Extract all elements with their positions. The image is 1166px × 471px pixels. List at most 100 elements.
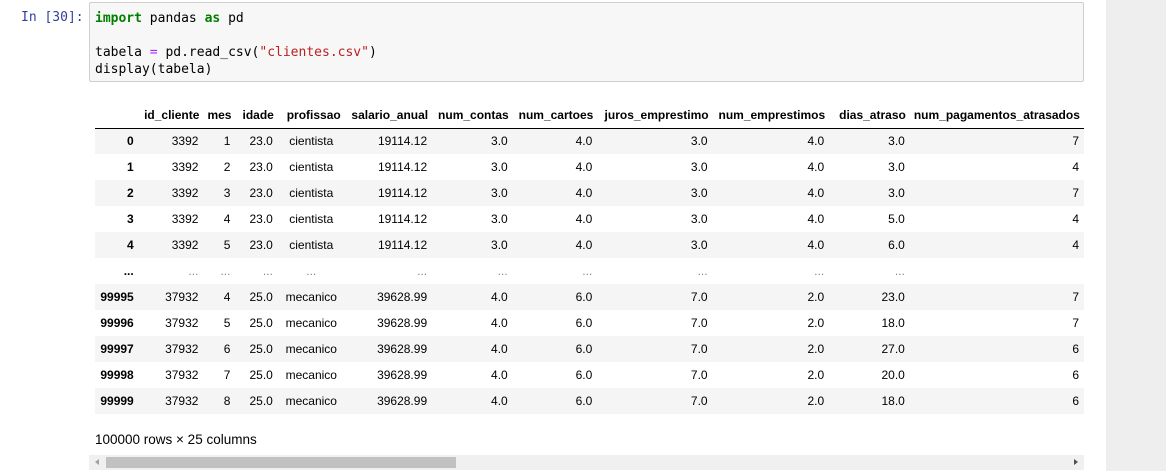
table-cell: 39628.99: [377, 394, 428, 408]
ellipsis-row: .................................: [95, 258, 1084, 284]
close-paren: ): [368, 45, 377, 60]
column-header: mes: [203, 102, 236, 129]
table-cell: 20.0: [881, 368, 905, 382]
table-cell: 3.0: [491, 238, 508, 252]
table-cell: 2.0: [807, 368, 825, 382]
table-cell: ...: [417, 264, 428, 278]
table-cell: mecanico: [285, 316, 337, 330]
table-cell: 4.0: [575, 212, 593, 226]
keyword-import: import: [95, 11, 142, 26]
table-cell: 3392: [171, 212, 199, 226]
table-cell: 4.0: [491, 368, 508, 382]
table-cell: 37932: [165, 290, 199, 304]
row-index: 99997: [100, 342, 134, 356]
table-cell: 18.0: [881, 394, 905, 408]
table-cell: ...: [894, 264, 905, 278]
table-cell: 3.0: [888, 134, 905, 149]
table-cell: 6.0: [575, 394, 593, 408]
function-call: pd.read_csv(: [157, 45, 260, 60]
row-index: 99999: [100, 394, 134, 408]
table-cell: 4.0: [575, 238, 593, 252]
table-body: 0 3392 1 23.0 cientista 19114.12 3.0 4.0 3.0 4.0 3…: [95, 128, 1084, 414]
table-cell: 39628.99: [377, 290, 428, 304]
table-cell: 3.0: [690, 212, 708, 226]
row-index: 99996: [100, 316, 134, 330]
table-cell: 4: [1072, 160, 1079, 174]
table-row: 99997 37932 6 25.0 mecanico 39628.99 4.0 6.0 7.0…: [95, 336, 1084, 362]
input-prompt: In [30]:: [21, 10, 84, 25]
table-cell: mecanico: [285, 342, 337, 356]
table-cell: 19114.12: [377, 186, 428, 200]
variable-name: tabela: [95, 45, 150, 60]
table-cell: 25.0: [249, 394, 273, 408]
table-cell: 3392: [171, 238, 199, 252]
code-cell-editor[interactable]: import pandas as pd tabela = pd.read_csv…: [89, 2, 1084, 82]
scroll-right-arrow-icon[interactable]: [1074, 459, 1078, 465]
table-cell: 25.0: [249, 290, 273, 304]
table-cell: 3.0: [888, 160, 905, 174]
table-cell: ...: [262, 264, 273, 278]
table-cell: 7: [1072, 290, 1079, 304]
table-cell: 7.0: [690, 290, 708, 304]
row-index: 0: [127, 134, 134, 149]
dataframe-table: id_cliente mes idade profissao salario_a…: [95, 102, 1084, 414]
table-cell: 23.0: [881, 290, 905, 304]
table-cell: 25.0: [249, 368, 273, 382]
column-header: num_pagamentos_atrasados: [909, 102, 1084, 129]
code-line-1: import pandas as pd: [95, 11, 244, 28]
table-cell: 37932: [165, 394, 199, 408]
table-cell: mecanico: [285, 290, 337, 304]
table-cell: 18.0: [881, 316, 905, 330]
string-literal: "clientes.csv": [259, 45, 369, 60]
code-line-3: tabela = pd.read_csv("clientes.csv"): [95, 45, 377, 62]
table-row: 99996 37932 5 25.0 mecanico 39628.99 4.0 6.0 7.0…: [95, 310, 1084, 336]
dataframe-shape-text: 100000 rows × 25 columns: [95, 432, 257, 447]
table-cell: 8: [223, 394, 231, 408]
table-cell: 4.0: [807, 186, 825, 200]
table-cell: 6: [223, 342, 231, 356]
scrollbar-thumb[interactable]: [106, 457, 456, 468]
table-cell: ...: [582, 264, 593, 278]
table-cell: 7.0: [690, 316, 708, 330]
table-cell: 6.0: [575, 290, 593, 304]
table-cell: 5: [223, 316, 231, 330]
table-cell: cientista: [289, 212, 334, 226]
assign-operator: =: [149, 45, 158, 60]
code-line-4: display(tabela): [95, 62, 213, 77]
table-cell: 3.0: [690, 186, 708, 200]
table-cell: 39628.99: [377, 342, 428, 356]
table-cell: 23.0: [249, 212, 273, 226]
table-cell: 3.0: [491, 186, 508, 200]
table-cell: 23.0: [249, 134, 273, 149]
table-cell: cientista: [289, 238, 334, 252]
table-cell: 19114.12: [377, 134, 428, 149]
horizontal-scrollbar[interactable]: [89, 455, 1084, 470]
table-cell: 6.0: [575, 342, 593, 356]
table-cell: mecanico: [285, 368, 337, 382]
column-header: dias_atraso: [829, 102, 910, 129]
table-cell: 2.0: [807, 342, 825, 356]
table-cell: 7: [1072, 186, 1079, 200]
table-cell: 37932: [165, 316, 199, 330]
table-cell: 7: [1072, 316, 1079, 330]
table-cell: 39628.99: [377, 368, 428, 382]
table-cell: 2.0: [807, 394, 825, 408]
table-cell: 1: [223, 134, 231, 149]
scroll-left-arrow-icon[interactable]: [95, 459, 99, 465]
table-cell: 4: [223, 212, 231, 226]
table-cell: 7.0: [690, 394, 708, 408]
table-cell: 3.0: [690, 134, 708, 149]
table-cell: mecanico: [285, 394, 337, 408]
table-cell: 37932: [165, 342, 199, 356]
table-cell: 5: [223, 238, 231, 252]
table-cell: 4.0: [491, 316, 508, 330]
table-cell: 7.0: [690, 342, 708, 356]
table-cell: 6: [1072, 394, 1079, 408]
column-header: profissao: [277, 102, 345, 129]
table-cell: 3.0: [491, 160, 508, 174]
table-cell: 4.0: [807, 238, 825, 252]
row-index: 2: [127, 186, 134, 200]
header-row: id_cliente mes idade profissao salario_a…: [95, 102, 1084, 129]
table-row: 99999 37932 8 25.0 mecanico 39628.99 4.0 6.0 7.0…: [95, 388, 1084, 414]
table-row: 0 3392 1 23.0 cientista 19114.12 3.0 4.0 3.0 4.0 3…: [95, 128, 1084, 154]
